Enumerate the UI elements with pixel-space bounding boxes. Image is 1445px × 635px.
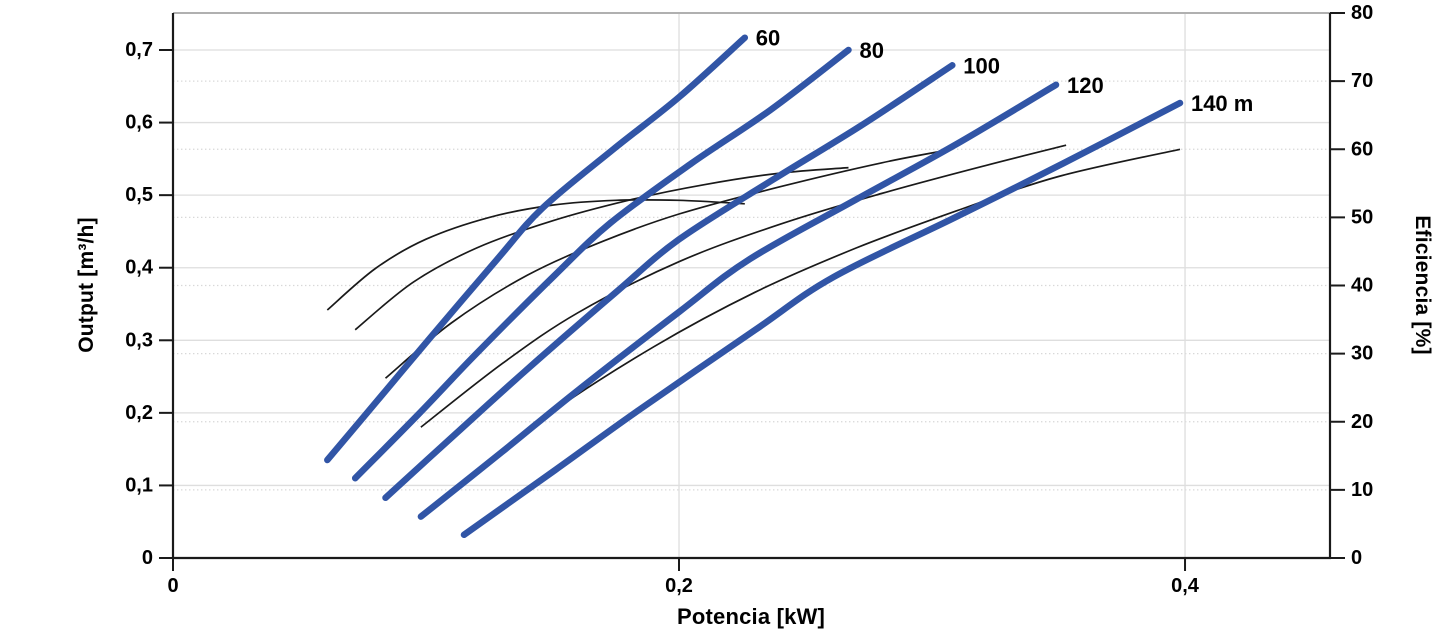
y-left-tick-label: 0	[142, 547, 153, 569]
head-120-curve	[417, 81, 1060, 520]
y-left-tick-label: 0,5	[125, 184, 153, 206]
x-tick-label: 0	[167, 575, 178, 597]
y-right-tick-label: 70	[1351, 70, 1373, 92]
y-right-tick-label: 0	[1351, 547, 1362, 569]
y-axis-title-right: Eficiencia [%]	[1411, 215, 1434, 355]
x-tick-label: 0,2	[665, 575, 693, 597]
head-60-curve	[324, 34, 749, 464]
y-left-tick-label: 0,4	[125, 257, 154, 279]
y-left-tick-label: 0,2	[125, 402, 153, 424]
y-right-tick-label: 50	[1351, 206, 1373, 228]
y-axis-title-left: Output [m³/h]	[75, 217, 98, 353]
y-left-tick-label: 0,7	[125, 39, 153, 61]
y-right-tick-label: 20	[1351, 411, 1373, 433]
eff-80-curve	[354, 166, 849, 331]
curve-label-head-140: 140 m	[1191, 91, 1253, 116]
y-left-tick-label: 0,6	[125, 112, 153, 134]
eff-100-curve	[384, 148, 953, 379]
x-tick-label: 0,4	[1171, 575, 1200, 597]
curve-label-head-120: 120	[1067, 73, 1104, 98]
eff-120-curve	[420, 144, 1067, 428]
y-right-tick-label: 10	[1351, 479, 1373, 501]
curve-label-head-100: 100	[963, 53, 1000, 78]
head-80-curve	[351, 46, 852, 482]
y-left-tick-label: 0,1	[125, 474, 153, 496]
head-140-curve	[460, 99, 1184, 539]
curve-label-head-60: 60	[756, 26, 780, 51]
y-right-tick-label: 30	[1351, 343, 1373, 365]
y-left-tick-label: 0,3	[125, 329, 153, 351]
x-axis-title: Potencia [kW]	[676, 604, 826, 629]
y-right-tick-label: 80	[1351, 2, 1373, 24]
y-right-tick-label: 60	[1351, 138, 1373, 160]
y-right-tick-label: 40	[1351, 275, 1373, 297]
head-100-curve	[382, 62, 956, 502]
eff-60-curve	[326, 198, 745, 311]
eff-140-curve	[463, 148, 1181, 481]
curve-label-head-80: 80	[860, 38, 884, 63]
